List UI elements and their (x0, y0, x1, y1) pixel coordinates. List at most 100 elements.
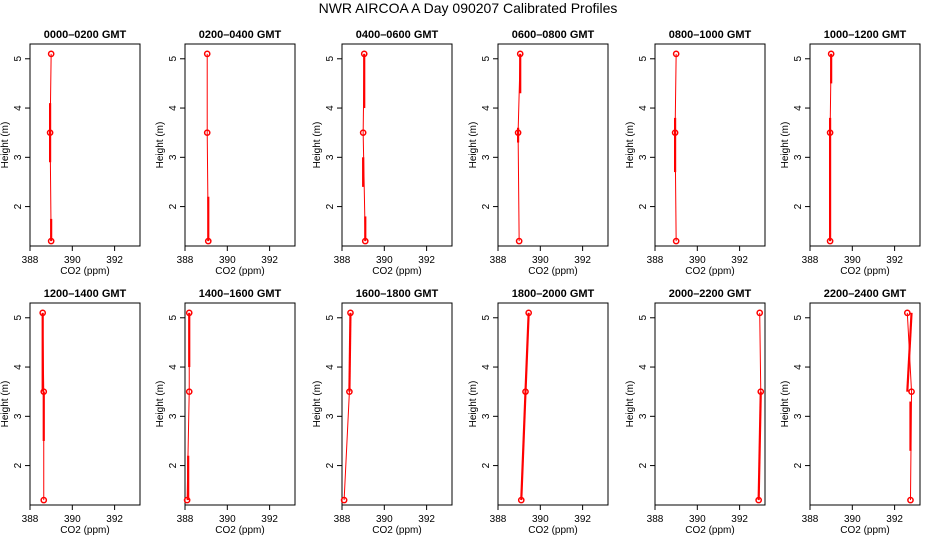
y-tick-label: 2 (168, 462, 179, 468)
x-tick-label: 392 (261, 514, 278, 525)
y-tick-label: 5 (638, 315, 649, 321)
plot-frame (184, 302, 296, 506)
x-tick-label: 392 (261, 255, 278, 266)
x-tick-label: 392 (886, 255, 903, 266)
x-tick-label: 390 (376, 255, 393, 266)
y-tick-label: 3 (481, 154, 492, 160)
plot-frame (341, 43, 453, 247)
x-tick-label: 390 (219, 514, 236, 525)
panel-title: 2000–2200 GMT (669, 288, 752, 300)
series-segment (757, 391, 762, 501)
y-tick-label: 4 (325, 364, 336, 370)
y-tick-label: 5 (793, 315, 804, 321)
chart-panel: 0000–0200 GMT 388 390 392 2 3 4 5 CO2 (ppm) Heigh… (0, 29, 141, 277)
y-tick-label: 3 (168, 154, 179, 160)
x-tick-label: 390 (689, 514, 706, 525)
y-tick-label: 3 (325, 413, 336, 419)
chart-panel: 0800–1000 GMT 388 390 392 2 3 4 5 CO2 (ppm) Heigh… (625, 29, 766, 277)
panel-title: 1000–1200 GMT (824, 29, 907, 41)
data-point (907, 496, 914, 504)
y-tick-label: 5 (325, 315, 336, 321)
x-tick-label: 390 (64, 255, 81, 266)
x-axis-label: CO2 (ppm) (840, 525, 889, 536)
plot-frame (497, 43, 609, 247)
y-tick-label: 4 (638, 105, 649, 111)
series-line (906, 312, 913, 501)
plot-frame (497, 302, 609, 506)
panel-title: 1400–1600 GMT (199, 288, 282, 300)
data-point (903, 309, 911, 317)
data-point (826, 237, 834, 245)
x-tick-label: 390 (376, 514, 393, 525)
data-point (346, 388, 353, 396)
chart-panel: 0200–0400 GMT 388 390 392 2 3 4 5 CO2 (ppm) Heigh… (155, 29, 296, 277)
data-point (47, 50, 55, 58)
x-axis-label: CO2 (ppm) (60, 525, 109, 536)
x-tick-label: 390 (689, 255, 706, 266)
panel-title: 1200–1400 GMT (44, 288, 127, 300)
chart-panel: 2200–2400 GMT 388 390 392 2 3 4 5 CO2 (ppm) Heigh… (780, 288, 921, 536)
x-tick-label: 392 (418, 255, 435, 266)
data-point (516, 50, 524, 58)
plot-frame (341, 302, 453, 506)
data-point (203, 129, 211, 137)
y-tick-label: 5 (168, 315, 179, 321)
y-axis-label: Height (m) (0, 122, 11, 169)
x-axis-label: CO2 (ppm) (372, 525, 421, 536)
data-point (40, 388, 48, 396)
data-point (46, 129, 54, 137)
x-axis-label: CO2 (ppm) (215, 525, 264, 536)
y-tick-label: 5 (638, 56, 649, 62)
x-tick-label: 392 (106, 514, 123, 525)
y-tick-label: 4 (13, 105, 24, 111)
x-tick-label: 390 (532, 255, 549, 266)
x-tick-label: 392 (106, 255, 123, 266)
chart-panel: 1200–1400 GMT 388 390 392 2 3 4 5 CO2 (ppm) Heigh… (0, 288, 141, 536)
y-tick-label: 2 (793, 203, 804, 209)
y-axis-label: Height (m) (780, 122, 791, 169)
y-tick-label: 4 (168, 105, 179, 111)
x-axis-label: CO2 (ppm) (840, 266, 889, 277)
y-axis-label: Height (m) (625, 381, 636, 428)
y-tick-label: 2 (13, 203, 24, 209)
y-tick-label: 3 (638, 413, 649, 419)
data-point (908, 388, 915, 396)
y-axis-label: Height (m) (468, 122, 479, 169)
plot-frame (809, 43, 921, 247)
y-tick-label: 3 (638, 154, 649, 160)
chart-panel: 1400–1600 GMT 388 390 392 2 3 4 5 CO2 (ppm) Heigh… (155, 288, 296, 536)
data-point (203, 50, 211, 58)
y-tick-label: 4 (793, 364, 804, 370)
x-tick-label: 390 (844, 255, 861, 266)
x-tick-label: 388 (802, 255, 819, 266)
y-axis-label: Height (m) (0, 381, 11, 428)
data-point (522, 388, 529, 396)
y-axis-label: Height (m) (780, 381, 791, 428)
chart-panel: 1600–1800 GMT 388 390 392 2 3 4 5 CO2 (ppm) Heigh… (312, 288, 453, 536)
data-point (672, 50, 680, 58)
x-axis-label: CO2 (ppm) (528, 525, 577, 536)
x-tick-label: 388 (334, 255, 351, 266)
x-axis-label: CO2 (ppm) (215, 266, 264, 277)
x-tick-label: 388 (177, 514, 194, 525)
figure-title: NWR AIRCOA A Day 090207 Calibrated Profi… (319, 0, 618, 16)
plot-frame (29, 43, 141, 247)
panels-container: 0000–0200 GMT 388 390 392 2 3 4 5 CO2 (ppm) Heigh… (0, 29, 921, 536)
data-point (514, 129, 522, 137)
data-point (757, 388, 765, 396)
panel-title: 0600–0800 GMT (512, 29, 595, 41)
data-point (515, 237, 523, 245)
y-tick-label: 2 (325, 203, 336, 209)
x-tick-label: 388 (490, 514, 507, 525)
y-tick-label: 3 (793, 413, 804, 419)
y-axis-label: Height (m) (155, 122, 166, 169)
x-tick-label: 392 (418, 514, 435, 525)
chart-panel: 0600–0800 GMT 388 390 392 2 3 4 5 CO2 (ppm) Heigh… (468, 29, 609, 277)
y-tick-label: 5 (13, 56, 24, 62)
y-tick-label: 2 (481, 203, 492, 209)
series-segment (524, 312, 530, 392)
y-tick-label: 2 (13, 462, 24, 468)
y-tick-label: 3 (793, 154, 804, 160)
x-tick-label: 388 (802, 514, 819, 525)
